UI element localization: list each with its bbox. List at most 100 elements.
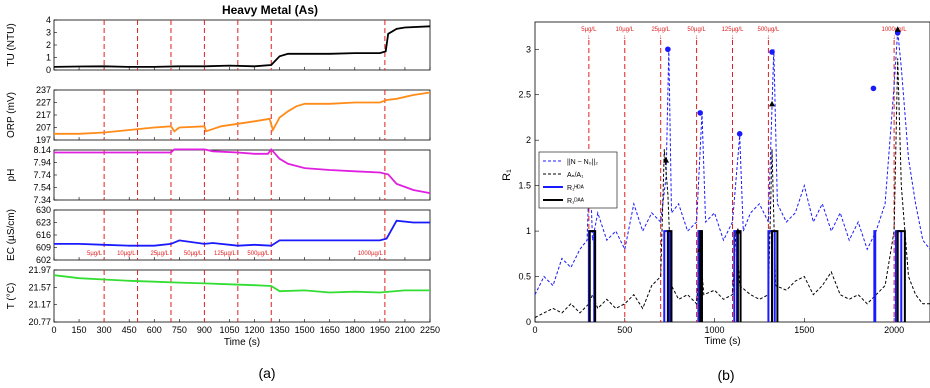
y-axis-label: R₁: [501, 169, 513, 181]
series-line: [53, 25, 431, 68]
peak-triangle-marker: [697, 246, 704, 252]
event-label: 125µg/L: [214, 251, 236, 257]
subplot-0: 0 1 2 3 4 TU (NTU): [6, 15, 431, 75]
x-tick-label: 1650: [320, 325, 340, 335]
x-tick-label: 500: [617, 325, 632, 335]
series-line: [54, 147, 431, 194]
spike-3: [896, 230, 906, 322]
legend-box: [538, 151, 618, 209]
x-tick-label: 300: [97, 325, 112, 335]
y-tick-label: 0: [46, 65, 51, 75]
subplot-1: 197 207 217 227 237 ORP (mV): [6, 85, 431, 145]
event-label: 50µg/L: [687, 27, 706, 33]
y-tick-label: 3: [526, 44, 531, 54]
x-tick-label: 1500: [295, 325, 315, 335]
event-label: 500µg/L: [247, 251, 269, 257]
event-label: 5µg/L: [581, 27, 597, 33]
x-tick-label: 1200: [245, 325, 265, 335]
y-tick-label: 217: [36, 110, 51, 120]
peak-dot-marker: [697, 110, 703, 116]
legend-entry: R₁ᴰᴬᴬ: [567, 197, 585, 205]
subplot-frame: [53, 149, 431, 201]
event-arrow: ↓: [731, 34, 735, 41]
panel-a-chart: 0 1 2 3 4 TU (NTU) 197 207 217 227 237 ORP (mV) 7.34…: [6, 15, 440, 348]
event-label: 50µg/L: [184, 251, 203, 257]
event-arrow: ↓: [892, 34, 896, 41]
event-label: 500µg/L: [758, 27, 780, 33]
y-tick-label: 630: [36, 205, 51, 215]
subplot-4: 20.77 21.17 21.57 21.97 T (°C): [6, 265, 431, 327]
y-tick-label: 2: [526, 135, 531, 145]
series-line-1: [534, 58, 930, 318]
event-arrow: ↓: [695, 34, 699, 41]
x-tick-label: 2250: [420, 325, 440, 335]
peak-dot-marker: [870, 85, 877, 92]
y-tick-label: 7.94: [33, 158, 51, 168]
event-label: 1000µg/L: [358, 251, 384, 257]
event-label: 5µg/L: [87, 251, 103, 257]
spike-3: [666, 230, 673, 322]
y-tick-label: 237: [36, 85, 51, 95]
x-tick-label: 1050: [219, 325, 239, 335]
y-tick-label: 2: [46, 40, 51, 50]
y-tick-label: 2.5: [518, 90, 531, 100]
y-tick-label: 1.5: [518, 181, 531, 191]
event-label: 10µg/L: [616, 27, 635, 33]
event-label: 10µg/L: [117, 251, 136, 257]
y-tick-label: 21.17: [28, 300, 51, 310]
y-tick-label: 21.97: [28, 265, 51, 275]
x-tick-label: 1350: [270, 325, 290, 335]
series-line: [53, 274, 430, 294]
legend-entry: Aₙ/A₁: [567, 172, 584, 179]
y-tick-label: 602: [36, 255, 51, 265]
y-tick-label: 7.74: [33, 170, 51, 180]
spike-3: [699, 230, 703, 322]
spike-3: [588, 230, 597, 322]
peak-triangle-marker: [894, 26, 901, 32]
x-tick-label: 2000: [884, 325, 904, 335]
event-label: 1000µg/L: [882, 27, 908, 33]
y-tick-label: 7.34: [33, 195, 51, 205]
y-tick-label: 7.54: [33, 183, 51, 193]
x-tick-label: 0: [51, 325, 56, 335]
subplot-frame: [53, 209, 431, 261]
x-tick-label: 1500: [794, 325, 814, 335]
series-line-0: [534, 31, 930, 295]
event-arrow: ↓: [623, 34, 627, 41]
y-tick-label: 1: [526, 226, 531, 236]
y-tick-label: 616: [36, 230, 51, 240]
x-tick-label: 1000: [705, 325, 725, 335]
panel-b-label: (b): [717, 367, 734, 383]
x-tick-label: 0: [532, 325, 537, 335]
series-line: [54, 91, 431, 135]
event-arrow: ↓: [587, 34, 591, 41]
x-tick-label: 1950: [370, 325, 390, 335]
y-axis-label: EC (µS/cm): [6, 209, 17, 261]
y-tick-label: 609: [36, 243, 51, 253]
x-axis-label: Time (s): [224, 337, 260, 348]
y-tick-label: 4: [46, 15, 51, 25]
panel-a-label: (a): [258, 365, 275, 381]
legend-entry: R₁ᴴᴰᴬ: [567, 184, 585, 192]
y-tick-label: 20.77: [28, 317, 51, 327]
peak-triangle-marker: [734, 228, 741, 234]
peak-dot-marker: [736, 131, 743, 137]
y-tick-label: 0: [526, 317, 531, 327]
x-tick-label: 750: [172, 325, 187, 335]
y-tick-label: 227: [36, 98, 51, 108]
y-axis-label: TU (NTU): [6, 23, 17, 66]
y-axis-label: T (°C): [6, 283, 17, 310]
subplot-frame: [53, 19, 431, 71]
event-arrow: ↓: [767, 34, 771, 41]
x-tick-label: 150: [72, 325, 87, 335]
y-tick-label: 207: [36, 123, 51, 133]
panel-a-title: Heavy Metal (As): [222, 3, 318, 17]
x-tick-label: 600: [147, 325, 162, 335]
y-tick-label: 1: [46, 53, 51, 63]
panel-b-chart: 0 0.5 1 1.5 2 2.5 3 0 500 1000 1500 2000 Time (s) R₁ 5…: [501, 21, 930, 347]
x-tick-label: 1800: [345, 325, 365, 335]
x-tick-label: 2100: [395, 325, 415, 335]
y-tick-label: 623: [36, 218, 51, 228]
event-label: 25µg/L: [150, 251, 169, 257]
